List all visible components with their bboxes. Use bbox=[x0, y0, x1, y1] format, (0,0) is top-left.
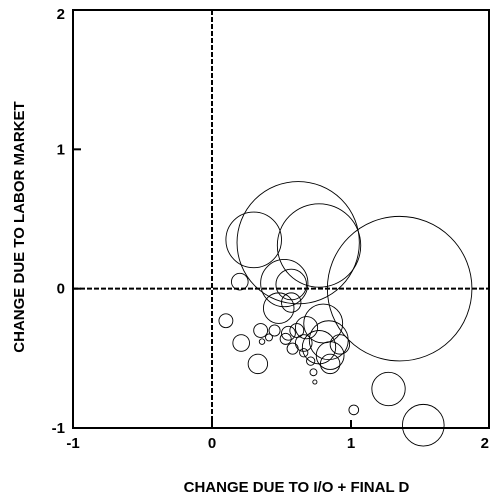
y-tick-label: 1 bbox=[57, 141, 65, 158]
bubble bbox=[231, 272, 249, 291]
bubble bbox=[326, 215, 473, 362]
bubble bbox=[306, 356, 316, 366]
bubble bbox=[236, 181, 360, 305]
bubble bbox=[312, 379, 318, 385]
x-tick-label: -1 bbox=[66, 435, 79, 452]
bubble bbox=[401, 403, 445, 447]
zero-reference-lines bbox=[73, 10, 490, 428]
bubble bbox=[299, 348, 309, 358]
bubble bbox=[247, 353, 269, 375]
bubble bbox=[279, 332, 292, 345]
bubble bbox=[281, 325, 296, 341]
y-axis-tick-labels: 2 1 0 -1 bbox=[52, 6, 65, 437]
bubble bbox=[303, 303, 344, 344]
bubble bbox=[275, 268, 307, 301]
bubble bbox=[309, 368, 318, 377]
bubble bbox=[276, 203, 362, 288]
axis-ticks bbox=[72, 9, 490, 429]
y-tick-label: 2 bbox=[57, 6, 65, 23]
bubble bbox=[329, 334, 351, 355]
bubble bbox=[294, 334, 313, 352]
bubble bbox=[289, 323, 305, 338]
bubble bbox=[286, 342, 299, 355]
bubble bbox=[265, 333, 273, 342]
bubble bbox=[225, 211, 282, 269]
x-tick-label: 2 bbox=[481, 435, 489, 452]
x-axis-tick-labels: -1 0 1 2 bbox=[66, 435, 489, 452]
bubble bbox=[348, 404, 360, 416]
plot-frame bbox=[72, 9, 490, 429]
bubble bbox=[260, 259, 309, 308]
x-tick-label: 1 bbox=[347, 435, 355, 452]
x-tick-label: 0 bbox=[208, 435, 216, 452]
bubble bbox=[294, 316, 319, 340]
bubble bbox=[218, 313, 234, 329]
bubble-series bbox=[218, 181, 473, 447]
y-axis-title: CHANGE DUE TO LABOR MARKET bbox=[11, 101, 28, 352]
bubble bbox=[232, 334, 250, 352]
bubble bbox=[268, 324, 281, 337]
bubble bbox=[371, 371, 406, 407]
bubble bbox=[262, 292, 295, 324]
y-tick-label: 0 bbox=[57, 281, 65, 298]
bubble bbox=[281, 292, 302, 313]
y-tick-label: -1 bbox=[52, 420, 65, 437]
bubble bbox=[253, 323, 269, 338]
bubble bbox=[258, 338, 266, 345]
x-axis-title: CHANGE DUE TO I/O + FINAL D bbox=[184, 479, 410, 496]
bubble bbox=[319, 353, 341, 375]
